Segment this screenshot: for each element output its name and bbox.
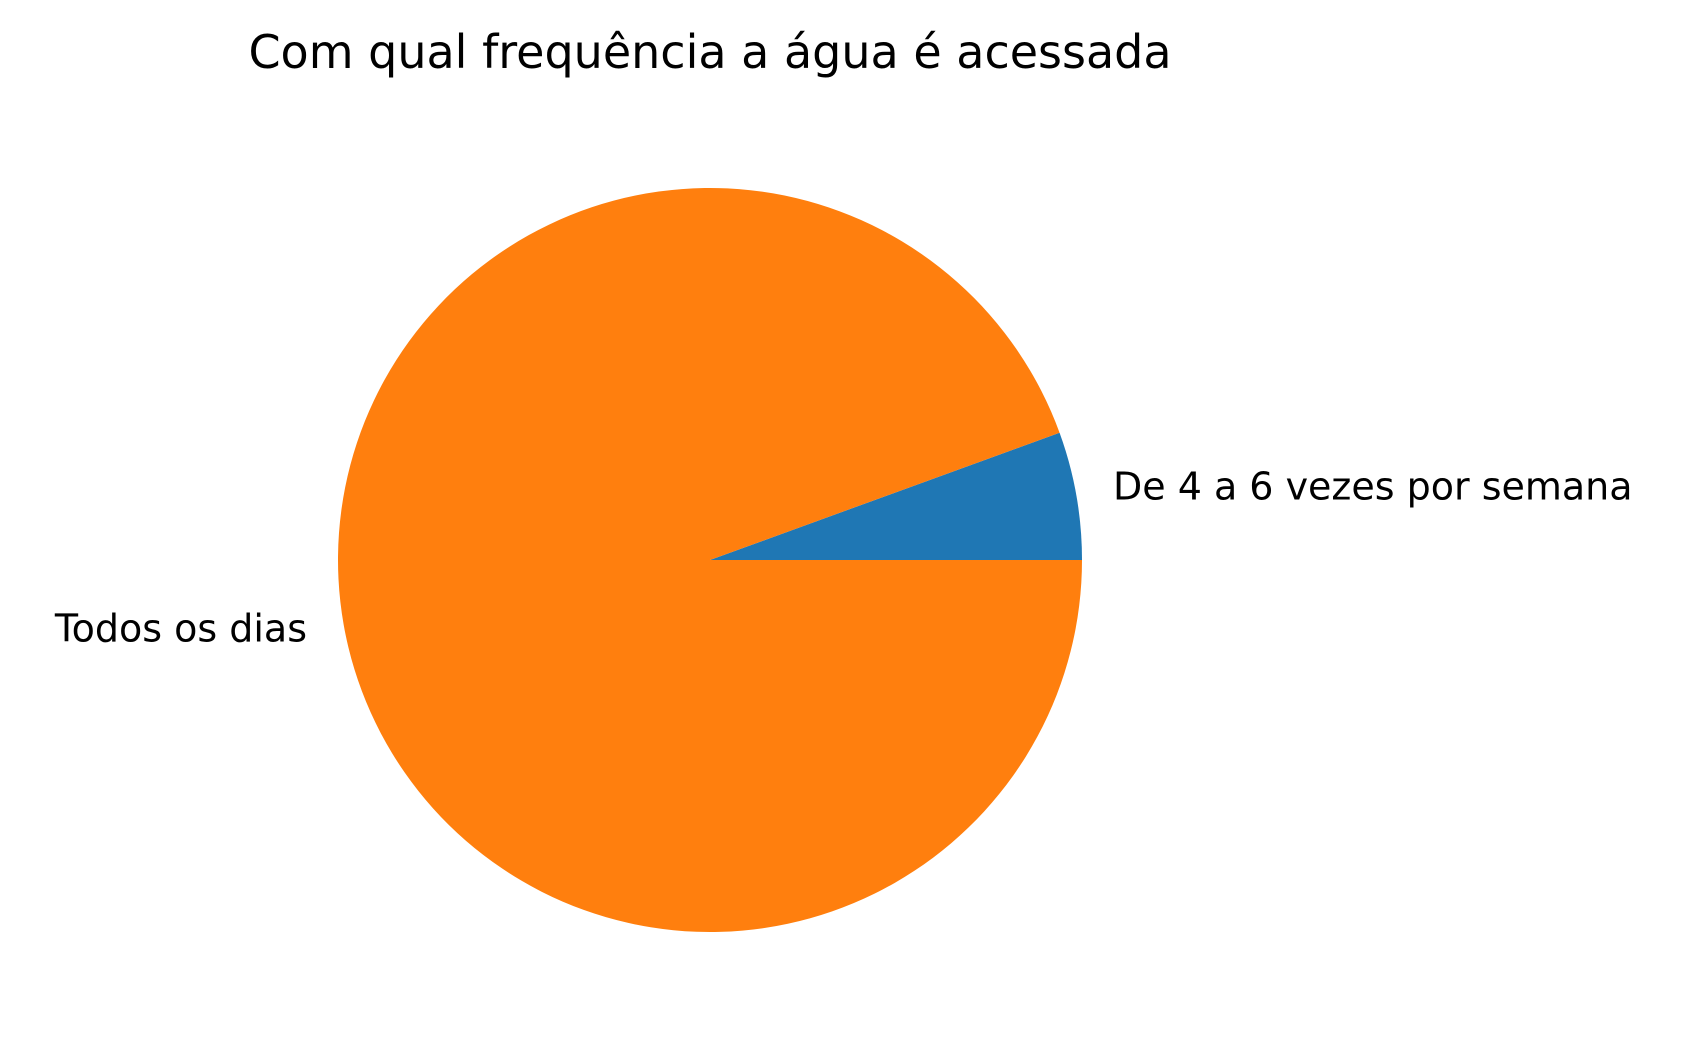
pie-slice-todos-os-dias <box>338 188 1082 933</box>
pie-slice-de-4-a-6-vezes-por-semana <box>710 432 1082 560</box>
pie-label-todos-os-dias: Todos os dias <box>54 607 307 651</box>
chart-title: Com qual frequência a água é acessada <box>248 25 1171 79</box>
pie-slices <box>338 188 1082 933</box>
pie-labels: De 4 a 6 vezes por semana Todos os dias <box>54 464 1633 650</box>
pie-label-de-4-a-6-vezes-por-semana: De 4 a 6 vezes por semana <box>1113 464 1633 508</box>
